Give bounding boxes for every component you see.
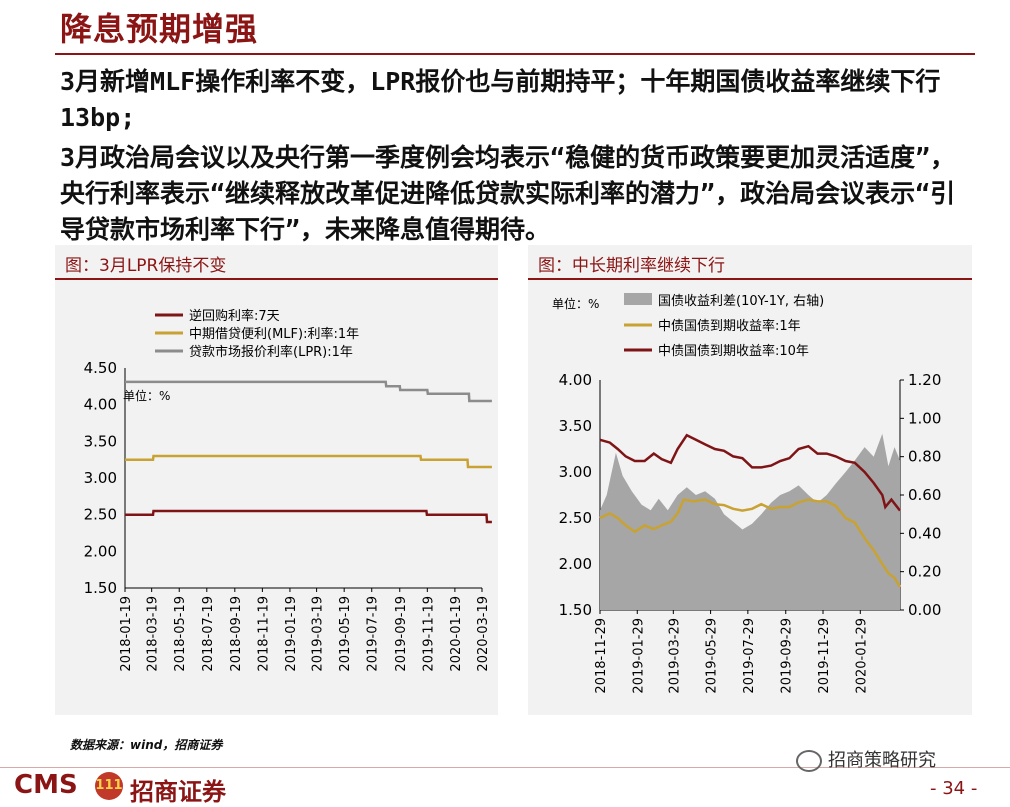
- yield-chart: 4.00 3.50 3.00 2.50 2.00 1.50 1.20 1.00 0.80 0.60…: [552, 293, 941, 694]
- series-line-1: [125, 454, 492, 469]
- paragraph-1: 3月新增MLF操作利率不变，LPR报价也与前期持平；十年期国债收益率继续下行13…: [60, 67, 941, 132]
- right-chart-panel: 图：中长期利率继续下行 4.00 3.50 3.00 2.50 2.00 1.50 1.20…: [528, 245, 972, 715]
- wechat-account-name: 招商策略研究: [828, 750, 936, 771]
- y-tick-label: 3.00: [84, 469, 117, 487]
- unit-label: 单位：%: [552, 296, 599, 311]
- y2-tick-label: 1.20: [908, 371, 941, 389]
- x-tick-label: 2018-05-19: [173, 596, 188, 672]
- x-tick-label: 2019-01-29: [631, 618, 646, 694]
- legend-label-1: 中期借贷便利(MLF):利率:1年: [189, 326, 359, 342]
- x-tick-label: 2018-11-19: [256, 596, 271, 672]
- data-source: 数据来源：wind，招商证券: [70, 738, 223, 752]
- legend-swatch-0: [624, 293, 652, 305]
- wechat-icon: [796, 750, 822, 772]
- x-tick-label: 2019-11-19: [421, 596, 436, 672]
- brand-logo-text: CMS: [14, 770, 78, 800]
- series-line-2: [125, 380, 492, 403]
- x-tick-label: 2020-01-19: [449, 596, 464, 672]
- y-tick-label: 1.50: [84, 579, 117, 597]
- brand-name: 招商证券: [130, 778, 226, 806]
- x-tick-label: 2019-05-19: [338, 596, 353, 672]
- x-tick-label: 2018-09-19: [229, 596, 244, 672]
- y-tick-label: 4.50: [84, 359, 117, 377]
- y-tick-label: 3.50: [84, 432, 117, 450]
- x-tick-label: 2019-11-29: [817, 618, 832, 694]
- title-divider: [55, 53, 975, 55]
- x-tick-label: 2018-01-19: [119, 596, 134, 672]
- left-chart-divider: [55, 278, 498, 280]
- y2-tick-label: 0.40: [908, 524, 941, 542]
- x-tick-label: 2019-09-29: [780, 618, 795, 694]
- wechat-account: 招商策略研究: [796, 746, 936, 772]
- series-area-0: [600, 433, 900, 610]
- unit-label: 单位：%: [123, 388, 170, 403]
- x-tick-label: 2019-01-19: [284, 596, 299, 672]
- y-tick-label: 1.50: [559, 601, 592, 619]
- x-tick-label: 2019-03-29: [667, 618, 682, 694]
- x-tick-label: 2019-07-19: [366, 596, 381, 672]
- legend-label-0: 国债收益利差(10Y-1Y, 右轴): [658, 294, 824, 309]
- y-tick-label: 2.00: [84, 542, 117, 560]
- x-tick-label: 2020-01-29: [854, 618, 869, 694]
- paragraph-2: 3月政治局会议以及央行第一季度例会均表示“稳健的货币政策要更加灵活适度”，央行利…: [60, 143, 956, 244]
- y-tick-label: 2.50: [84, 506, 117, 524]
- y2-tick-label: 0.80: [908, 448, 941, 466]
- legend-label-1: 中债国债到期收益率:1年: [658, 318, 801, 334]
- legend-label-2: 贷款市场报价利率(LPR):1年: [189, 344, 353, 360]
- legend-label-2: 中债国债到期收益率:10年: [658, 343, 809, 359]
- y-tick-label: 2.50: [559, 509, 592, 527]
- x-tick-label: 2018-03-19: [146, 596, 161, 672]
- footer-divider: [0, 767, 1010, 768]
- y2-tick-label: 0.00: [908, 601, 941, 619]
- legend-label-0: 逆回购利率:7天: [189, 308, 280, 324]
- y-tick-label: 4.00: [559, 371, 592, 389]
- x-tick-label: 2019-07-29: [742, 618, 757, 694]
- y-tick-label: 2.00: [559, 555, 592, 573]
- page-title: 降息预期增强: [60, 10, 259, 48]
- x-tick-label: 2020-03-19: [476, 596, 491, 672]
- right-chart-divider: [528, 278, 972, 280]
- x-tick-label: 2018-07-19: [201, 596, 216, 672]
- y2-tick-label: 0.20: [908, 563, 941, 581]
- x-tick-label: 2018-11-29: [594, 618, 609, 694]
- series-line-0: [125, 509, 492, 524]
- y-tick-label: 4.00: [84, 396, 117, 414]
- page-number: - 34 -: [930, 778, 978, 799]
- left-chart-panel: 图：3月LPR保持不变 4.50 4.00 3.50 3.00 2.50 2.00 1.50…: [55, 245, 498, 715]
- x-tick-label: 2019-05-29: [705, 618, 720, 694]
- left-chart-title: 图：3月LPR保持不变: [65, 256, 227, 276]
- brand-logo-icon: 111: [95, 772, 123, 800]
- series-line-2: [599, 433, 901, 512]
- x-tick-label: 2019-03-19: [311, 596, 326, 672]
- y2-tick-label: 0.60: [908, 486, 941, 504]
- y-tick-label: 3.50: [559, 417, 592, 435]
- y-tick-label: 3.00: [559, 463, 592, 481]
- right-chart-title: 图：中长期利率继续下行: [538, 256, 725, 276]
- y2-tick-label: 1.00: [908, 409, 941, 427]
- x-tick-label: 2019-09-19: [394, 596, 409, 672]
- series-line-1: [599, 498, 902, 588]
